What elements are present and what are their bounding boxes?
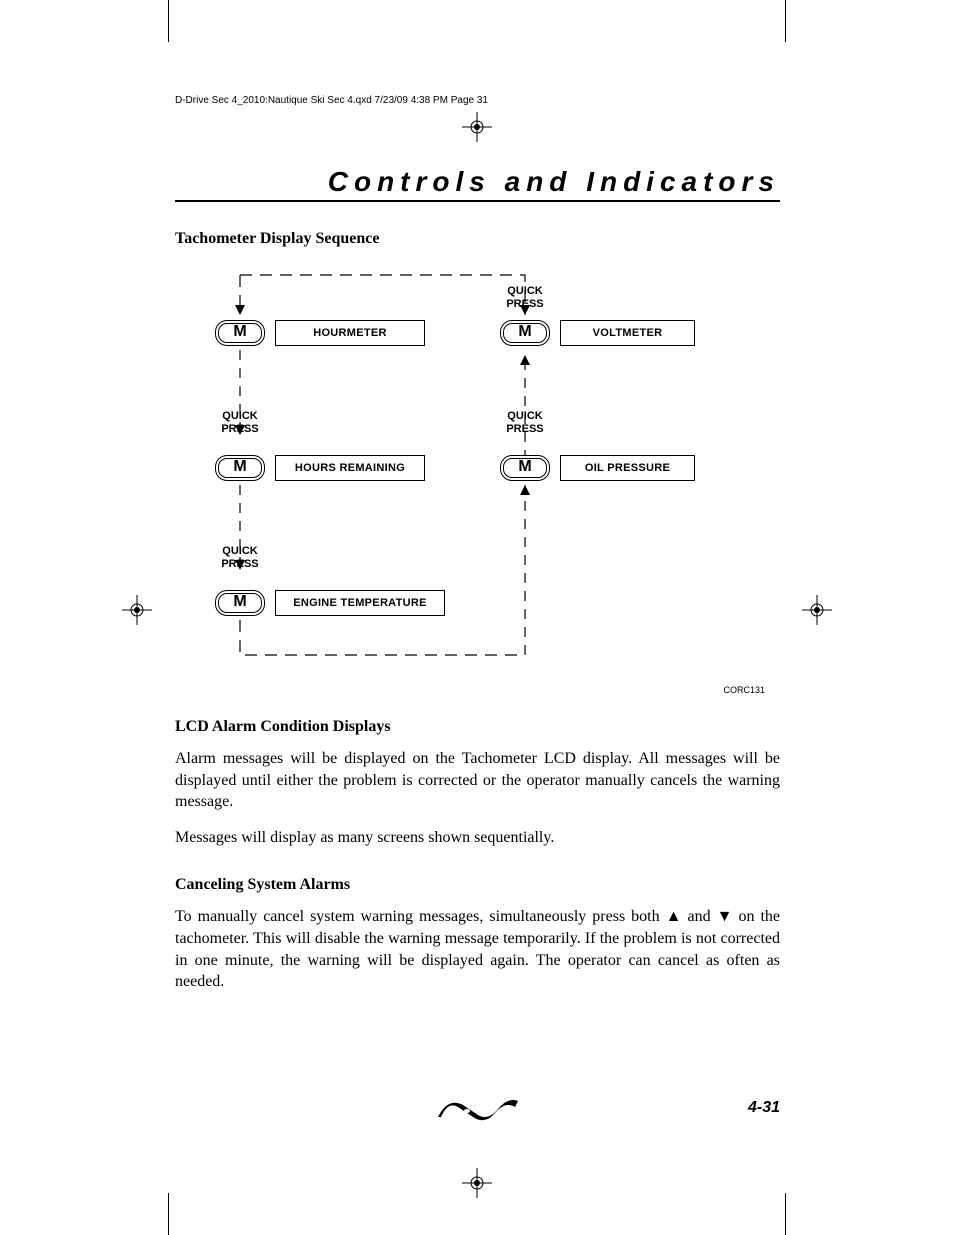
m-button: M	[500, 320, 550, 346]
page-number: 4-31	[748, 1099, 780, 1117]
figure-code: CORC131	[723, 685, 765, 695]
quick-press-label: QUICKPRESS	[495, 410, 555, 435]
section-title: Controls and Indicators	[175, 166, 780, 202]
crop-mark	[168, 1193, 169, 1235]
crop-mark	[785, 1193, 786, 1235]
state-oil-pressure: OIL PRESSURE	[560, 455, 695, 481]
nautique-logo	[433, 1087, 523, 1127]
text-fragment: To manually cancel system warning messag…	[175, 908, 666, 925]
state-hours-remaining: HOURS REMAINING	[275, 455, 425, 481]
m-button: M	[215, 455, 265, 481]
registration-mark-left	[122, 595, 152, 625]
subheading-canceling-alarms: Canceling System Alarms	[175, 876, 780, 894]
state-voltmeter: VOLTMETER	[560, 320, 695, 346]
quick-press-label: QUICKPRESS	[495, 285, 555, 310]
text-fragment: and	[681, 908, 716, 925]
quick-press-label: QUICKPRESS	[210, 410, 270, 435]
registration-mark-right	[802, 595, 832, 625]
m-button: M	[215, 590, 265, 616]
up-triangle-icon: ▲	[666, 906, 682, 928]
page-content: D-Drive Sec 4_2010:Nautique Ski Sec 4.qx…	[175, 95, 780, 1135]
print-slug: D-Drive Sec 4_2010:Nautique Ski Sec 4.qx…	[175, 95, 780, 106]
tachometer-sequence-diagram: QUICKPRESS QUICKPRESS QUICKPRESS QUICKPR…	[195, 260, 705, 690]
state-hourmeter: HOURMETER	[275, 320, 425, 346]
m-button: M	[215, 320, 265, 346]
crop-mark	[168, 0, 169, 42]
down-triangle-icon: ▼	[717, 906, 733, 928]
paragraph: Alarm messages will be displayed on the …	[175, 748, 780, 813]
paragraph-cancel: To manually cancel system warning messag…	[175, 906, 780, 992]
crop-mark	[785, 0, 786, 42]
subheading-tach-sequence: Tachometer Display Sequence	[175, 230, 780, 248]
subheading-lcd-alarm: LCD Alarm Condition Displays	[175, 718, 780, 736]
state-engine-temperature: ENGINE TEMPERATURE	[275, 590, 445, 616]
quick-press-label: QUICKPRESS	[210, 545, 270, 570]
registration-mark-bottom	[462, 1168, 492, 1198]
paragraph: Messages will display as many screens sh…	[175, 827, 780, 849]
m-button: M	[500, 455, 550, 481]
